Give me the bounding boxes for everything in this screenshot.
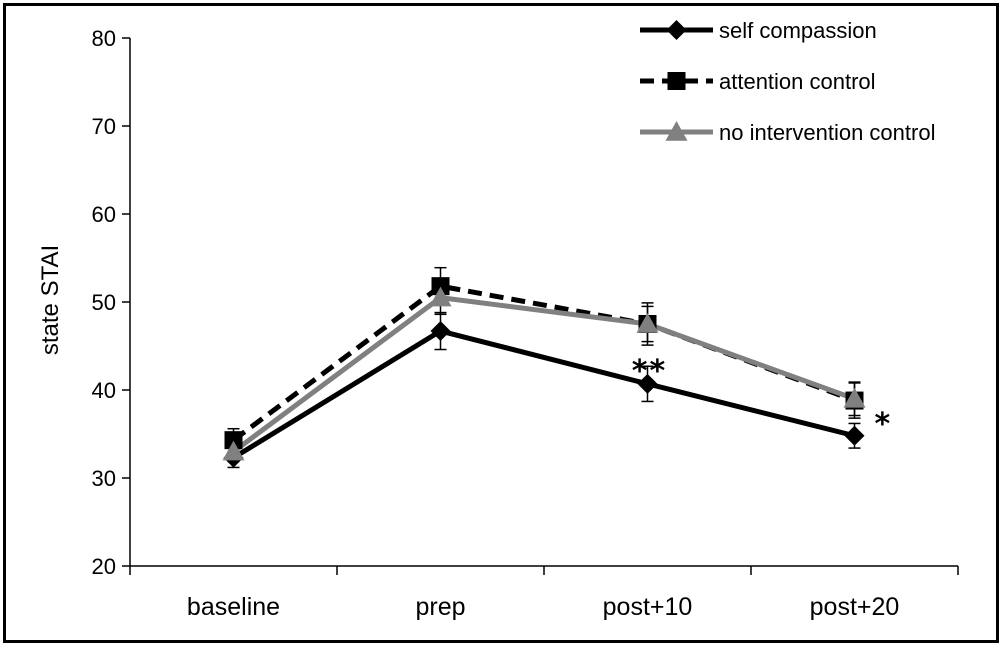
data-point-square [224, 431, 243, 450]
y-tick-label: 60 [92, 202, 116, 227]
x-tick-label: post+20 [810, 593, 900, 621]
legend-marker-square [667, 72, 686, 90]
y-axis-title: state STAI [37, 245, 64, 355]
data-point-triangle [636, 313, 659, 333]
data-point-diamond [430, 321, 451, 342]
legend-marker-diamond [666, 20, 687, 40]
series-markers [222, 277, 866, 468]
series-line-3 [232, 295, 856, 454]
legend-label-3: no intervention control [719, 120, 935, 145]
y-tick-label: 40 [92, 378, 116, 403]
y-tick-label: 30 [92, 466, 116, 491]
significance-annotations: *** [632, 354, 893, 442]
data-point-triangle [843, 387, 866, 408]
y-tick-label: 70 [92, 114, 116, 139]
x-tick-label: post+10 [603, 593, 693, 621]
y-tick-label: 20 [92, 554, 116, 579]
series-line-1 [232, 328, 856, 460]
y-tick-label: 80 [92, 26, 116, 51]
data-point-square [431, 277, 450, 296]
x-tick-label: baseline [187, 593, 280, 621]
data-point-diamond [844, 425, 865, 446]
data-point-triangle [222, 440, 245, 461]
legend-label-2: attention control [719, 69, 876, 94]
data-point-triangle [429, 286, 452, 307]
chart-frame [3, 3, 999, 643]
data-point-diamond [637, 373, 658, 394]
significance-marker: ** [632, 354, 667, 389]
legend-label-1: self compassion [719, 18, 877, 43]
legend-marker-triangle [665, 121, 688, 141]
series-lines [232, 283, 856, 460]
legend: self compassion attention control no inter… [640, 18, 935, 145]
x-tick-label: prep [415, 593, 465, 621]
significance-marker: * [875, 407, 893, 442]
chart-axes: 20 30 40 50 60 70 80 baseline prep post+10 post+20 [92, 26, 959, 621]
y-tick-label: 50 [92, 290, 116, 315]
